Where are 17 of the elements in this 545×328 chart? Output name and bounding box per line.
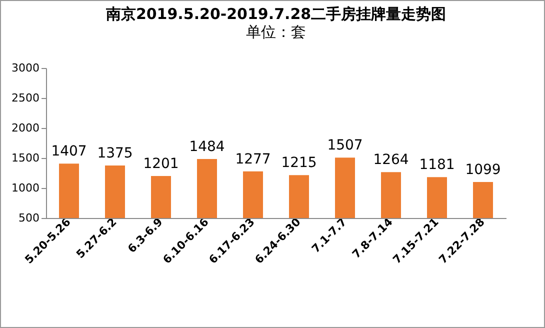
- data-label: 1407: [51, 144, 87, 160]
- y-tick-label: 2500: [12, 92, 40, 104]
- data-label: 1375: [97, 146, 133, 162]
- chart-subtitle: 单位：套: [246, 23, 306, 41]
- data-label: 1507: [327, 138, 363, 154]
- y-tick-label: 2000: [12, 122, 40, 134]
- y-tick-label: 1500: [12, 152, 40, 164]
- data-label: 1264: [373, 152, 409, 168]
- data-label: 1484: [189, 138, 225, 155]
- data-label: 1215: [281, 155, 317, 172]
- data-label: 1277: [235, 151, 271, 168]
- chart-title: 南京2019.5.20-2019.7.28二手房挂牌量走势图: [104, 5, 446, 23]
- y-tick-label: 1000: [12, 182, 40, 194]
- data-label: 1099: [465, 162, 501, 178]
- data-label: 1201: [143, 156, 179, 172]
- data-label: 1181: [419, 157, 455, 174]
- y-tick-label: 3000: [12, 62, 40, 74]
